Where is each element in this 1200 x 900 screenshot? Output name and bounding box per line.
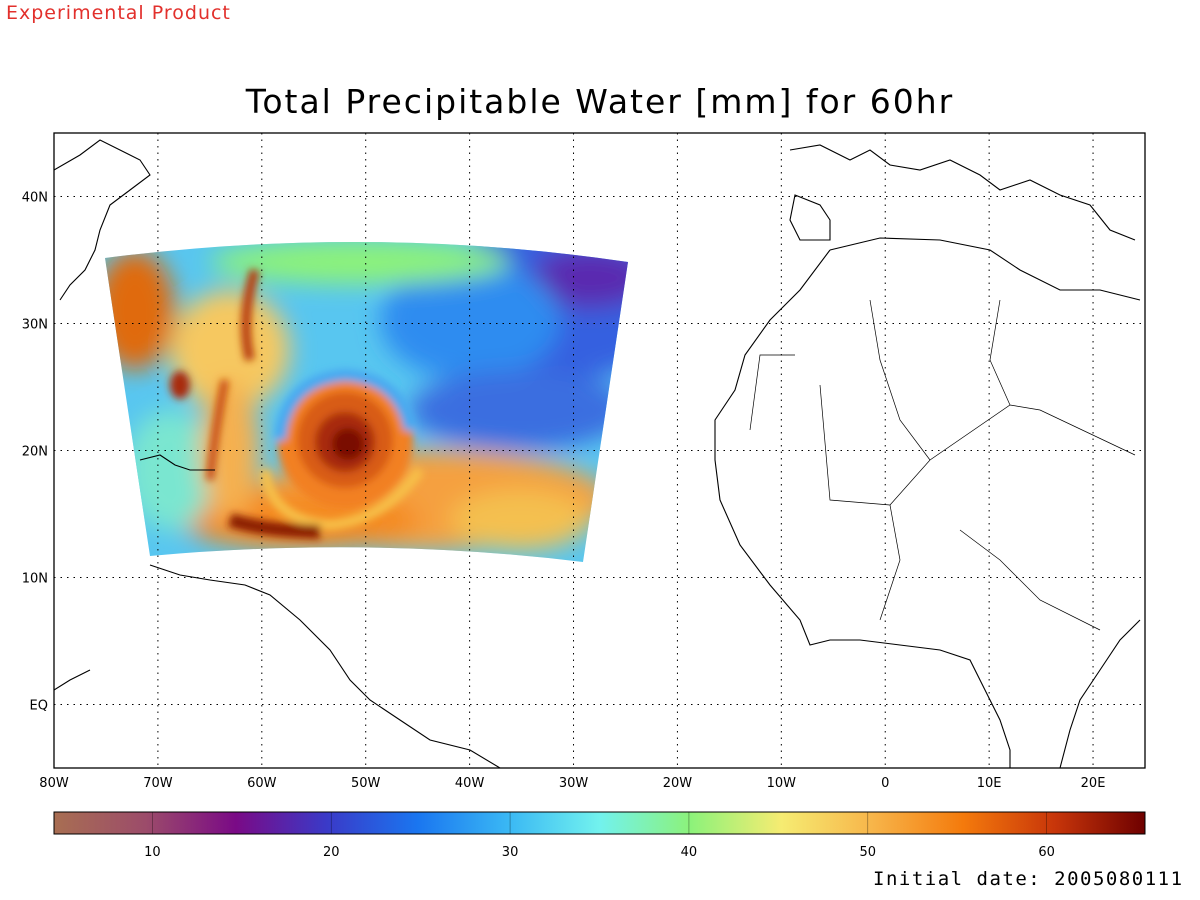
map-title: Total Precipitable Water [mm] for 60hr	[245, 82, 955, 121]
longitude-tick-label: 20E	[1081, 776, 1106, 791]
longitude-tick-label: 60W	[247, 776, 277, 791]
map-frame	[53, 132, 1146, 769]
latitude-axis-labels: 40N 30N 20N 10N EQ	[22, 191, 48, 714]
colorbar-tick-labels: 10 20 30 40 50 60	[144, 812, 1055, 860]
colorbar	[53, 811, 1146, 835]
longitude-tick-label: 70W	[143, 776, 173, 791]
latitude-tick-label: EQ	[30, 699, 48, 714]
latitude-tick-label: 10N	[22, 572, 48, 587]
colorbar-tick-label: 10	[144, 845, 161, 860]
initial-date-label: Initial date: 2005080111	[873, 868, 1184, 890]
longitude-tick-label: 40W	[455, 776, 485, 791]
colorbar-tick-label: 60	[1038, 845, 1055, 860]
coastlines	[54, 139, 1141, 768]
latitude-tick-label: 20N	[22, 445, 48, 460]
longitude-tick-label: 0	[881, 776, 889, 791]
country-borders	[749, 299, 1136, 631]
latitude-tick-label: 40N	[22, 191, 48, 206]
longitude-tick-label: 10E	[977, 776, 1002, 791]
experimental-product-label: Experimental Product	[6, 2, 231, 24]
colorbar-tick-label: 50	[860, 845, 877, 860]
colorbar-tick-label: 20	[323, 845, 340, 860]
colorbar-tick-label: 30	[502, 845, 519, 860]
longitude-tick-label: 30W	[559, 776, 589, 791]
latitude-tick-label: 30N	[22, 318, 48, 333]
longitude-tick-label: 10W	[767, 776, 797, 791]
precipitable-water-field	[105, 241, 628, 562]
longitude-tick-label: 20W	[663, 776, 693, 791]
longitude-tick-label: 80W	[39, 776, 69, 791]
longitude-axis-labels: 80W 70W 60W 50W 40W 30W 20W 10W 0 10E 20E	[39, 776, 1105, 791]
colorbar-tick-label: 40	[681, 845, 698, 860]
longitude-tick-label: 50W	[351, 776, 381, 791]
